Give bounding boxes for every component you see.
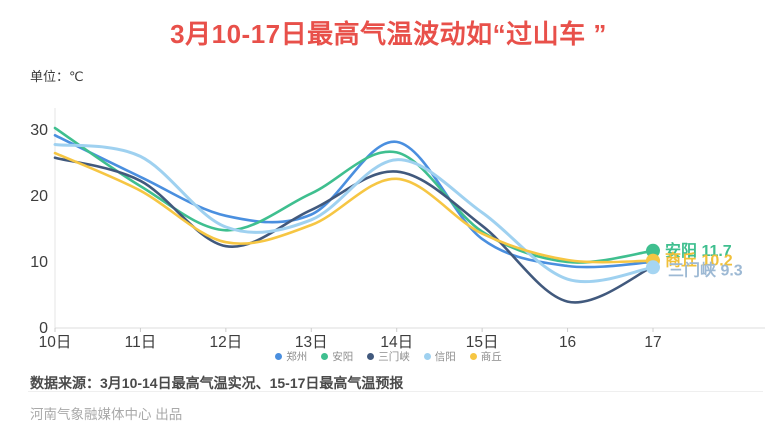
x-tick-label: 16 [559,334,576,351]
y-tick-label: 30 [30,122,48,139]
footer-divider [28,391,763,392]
legend: 郑州 安阳 三门峡 信阳 商丘 [0,349,777,364]
x-tick-label: 14日 [380,334,413,351]
y-tick-label: 10 [30,254,48,271]
page-title: 3月10-17日最高气温波动如“过山车 ” [170,19,607,49]
legend-item-信阳[interactable]: 信阳 [423,349,456,364]
data-source-note: 数据来源：3月10-14日最高气温实况、15-17日最高气温预报 [30,375,404,391]
series-line-商丘 [53,151,655,264]
x-tick-label: 17 [644,334,661,351]
x-tick-label: 15日 [466,334,499,351]
x-tick-label: 11日 [125,334,157,351]
legend-label: 信阳 [434,351,456,363]
series-end-dot [646,260,660,275]
legend-dot [321,353,329,360]
legend-item-三门峡[interactable]: 三门峡 [367,349,410,364]
legend-item-郑州[interactable]: 郑州 [275,349,307,364]
series-end-label: 安阳 11.7 [665,241,732,260]
series-end-dot [646,243,660,258]
legend-dot [423,353,431,360]
x-tick-label: 12日 [209,334,242,351]
legend-item-安阳[interactable]: 安阳 [321,349,353,364]
legend-item-商丘[interactable]: 商丘 [469,349,502,364]
series-line-安阳 [53,126,655,264]
legend-dot [275,353,283,360]
legend-label: 商丘 [480,351,502,363]
x-tick-label: 13日 [295,334,328,351]
unit-label: 单位：℃ [30,69,84,84]
series-line-信阳 [53,143,655,284]
y-tick-label: 20 [30,188,48,205]
legend-label: 安阳 [332,351,354,363]
series-end-label: 商丘 10.2 [665,251,733,270]
series-end-label: 三门峡 9.3 [668,261,743,280]
legend-label: 三门峡 [378,351,410,363]
legend-dot [367,353,375,360]
y-tick-label: 0 [39,320,48,337]
x-tick-label: 10日 [39,334,72,351]
series-line-郑州 [53,133,655,269]
legend-dot [469,353,477,360]
producer-note: 河南气象融媒体中心 出品 [30,407,183,422]
legend-label: 郑州 [286,351,308,363]
